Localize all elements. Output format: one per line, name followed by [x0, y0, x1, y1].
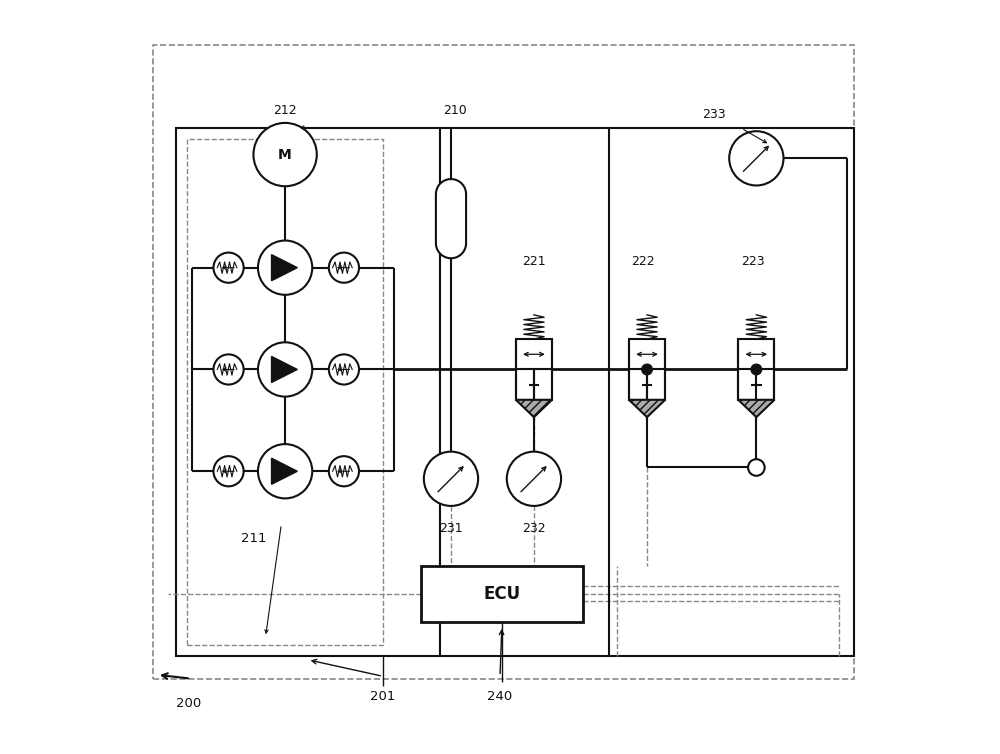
Circle shape: [642, 364, 652, 375]
Bar: [176, 128, 440, 656]
Circle shape: [253, 123, 317, 186]
Polygon shape: [272, 458, 297, 484]
Bar: [187, 139, 383, 645]
Polygon shape: [738, 400, 774, 417]
Text: 232: 232: [522, 522, 546, 535]
Text: 210: 210: [443, 104, 467, 117]
Circle shape: [258, 444, 312, 498]
Circle shape: [729, 131, 784, 185]
Text: 221: 221: [522, 255, 546, 268]
Bar: [421, 566, 583, 622]
Circle shape: [748, 459, 765, 476]
Circle shape: [329, 354, 359, 385]
Circle shape: [258, 342, 312, 397]
Text: 240: 240: [487, 690, 513, 703]
Circle shape: [329, 253, 359, 283]
Circle shape: [213, 456, 244, 486]
Polygon shape: [629, 400, 665, 417]
Text: 201: 201: [370, 690, 396, 703]
Circle shape: [507, 452, 561, 506]
Bar: [629, 339, 665, 400]
Bar: [153, 45, 854, 679]
Text: M: M: [278, 148, 292, 161]
Bar: [440, 128, 854, 656]
Circle shape: [751, 364, 762, 375]
Text: 211: 211: [241, 532, 266, 544]
Circle shape: [424, 452, 478, 506]
Text: 200: 200: [176, 697, 201, 710]
Polygon shape: [272, 255, 297, 280]
Text: 222: 222: [631, 255, 655, 268]
Circle shape: [213, 354, 244, 385]
Bar: [516, 339, 552, 400]
Text: 223: 223: [741, 255, 764, 268]
Polygon shape: [272, 357, 297, 382]
Bar: [738, 339, 774, 400]
Text: 231: 231: [439, 522, 463, 535]
Circle shape: [213, 253, 244, 283]
Circle shape: [329, 456, 359, 486]
Polygon shape: [436, 179, 466, 258]
Circle shape: [258, 241, 312, 295]
Text: 212: 212: [273, 104, 297, 117]
Polygon shape: [516, 400, 552, 417]
Text: 233: 233: [703, 108, 726, 121]
Text: ECU: ECU: [483, 585, 520, 602]
